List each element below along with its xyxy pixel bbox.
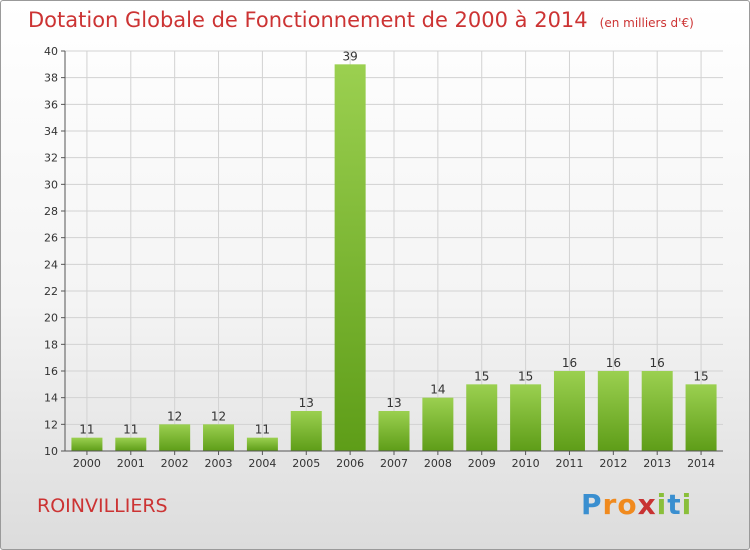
chart-title: Dotation Globale de Fonctionnement de 20… — [28, 8, 694, 32]
xtick-label-2005: 2005 — [292, 457, 320, 470]
bar-2011 — [553, 371, 585, 451]
bar-2006 — [334, 64, 366, 452]
bar-value-label-2013: 16 — [650, 356, 665, 370]
ytick-label-36: 36 — [44, 98, 58, 111]
bar-value-label-2005: 13 — [299, 396, 314, 410]
bar-2007 — [378, 411, 410, 451]
commune-name: ROINVILLIERS — [37, 495, 168, 517]
ytick-label-32: 32 — [44, 152, 58, 165]
xtick-label-2009: 2009 — [468, 457, 496, 470]
xtick-label-2001: 2001 — [117, 457, 145, 470]
xtick-label-2010: 2010 — [512, 457, 540, 470]
bar-value-label-2006: 39 — [342, 49, 357, 63]
logo-letter: P — [581, 488, 603, 521]
ytick-label-22: 22 — [44, 285, 58, 298]
logo-letter: x — [637, 488, 657, 521]
ytick-label-34: 34 — [44, 125, 58, 138]
bar-2005 — [290, 411, 322, 451]
logo-letter: r — [602, 488, 618, 521]
bar-2009 — [466, 384, 498, 451]
bar-2002 — [159, 424, 191, 451]
ytick-label-38: 38 — [44, 72, 58, 85]
xtick-label-2014: 2014 — [687, 457, 715, 470]
xtick-label-2004: 2004 — [248, 457, 276, 470]
ytick-label-16: 16 — [44, 365, 58, 378]
bar-2012 — [597, 371, 629, 451]
labels: 10 12 14 16 18 20 22 24 26 28 30 32 34 36 38 40 11 2000 11… — [44, 45, 715, 470]
bar-2001 — [115, 437, 147, 451]
ytick-label-24: 24 — [44, 258, 58, 271]
bar-value-label-2010: 15 — [518, 369, 533, 383]
bar-value-label-2003: 12 — [211, 409, 226, 423]
xtick-label-2003: 2003 — [205, 457, 233, 470]
bar-value-label-2002: 12 — [167, 409, 182, 423]
logo-letter: t — [667, 488, 682, 521]
axes — [61, 50, 723, 455]
bars — [71, 64, 717, 452]
xtick-label-2008: 2008 — [424, 457, 452, 470]
bar-value-label-2001: 11 — [123, 423, 138, 437]
bar-value-label-2014: 15 — [693, 369, 708, 383]
bar-value-label-2011: 16 — [562, 356, 577, 370]
ytick-label-40: 40 — [44, 45, 58, 58]
ytick-label-12: 12 — [44, 418, 58, 431]
xtick-label-2012: 2012 — [599, 457, 627, 470]
ytick-label-28: 28 — [44, 205, 58, 218]
bar-value-label-2009: 15 — [474, 369, 489, 383]
bar-2000 — [71, 437, 103, 451]
bar-value-label-2012: 16 — [606, 356, 621, 370]
bar-value-label-2007: 13 — [386, 396, 401, 410]
bar-2008 — [422, 397, 454, 451]
chart-subtitle: (en milliers d'€) — [599, 16, 694, 30]
bar-value-label-2004: 11 — [255, 423, 270, 437]
ytick-label-14: 14 — [44, 392, 58, 405]
ytick-label-30: 30 — [44, 178, 58, 191]
chart-title-text: Dotation Globale de Fonctionnement de 20… — [28, 8, 588, 32]
xtick-label-2007: 2007 — [380, 457, 408, 470]
ytick-label-18: 18 — [44, 338, 58, 351]
xtick-label-2002: 2002 — [161, 457, 189, 470]
bar-2003 — [203, 424, 235, 451]
bar-2014 — [685, 384, 717, 451]
bar-2010 — [510, 384, 542, 451]
logo-letter: o — [617, 488, 638, 521]
bar-2013 — [641, 371, 673, 451]
logo-letter: i — [656, 488, 668, 521]
xtick-label-2013: 2013 — [643, 457, 671, 470]
bar-2004 — [246, 437, 278, 451]
bar-value-label-2000: 11 — [79, 423, 94, 437]
bar-value-label-2008: 14 — [430, 383, 445, 397]
xtick-label-2006: 2006 — [336, 457, 364, 470]
xtick-label-2011: 2011 — [555, 457, 583, 470]
ytick-label-26: 26 — [44, 232, 58, 245]
xtick-label-2000: 2000 — [73, 457, 101, 470]
proxiti-logo: Proxiti — [581, 488, 692, 521]
ytick-label-10: 10 — [44, 445, 58, 458]
ytick-label-20: 20 — [44, 312, 58, 325]
logo-letter: i — [681, 488, 693, 521]
